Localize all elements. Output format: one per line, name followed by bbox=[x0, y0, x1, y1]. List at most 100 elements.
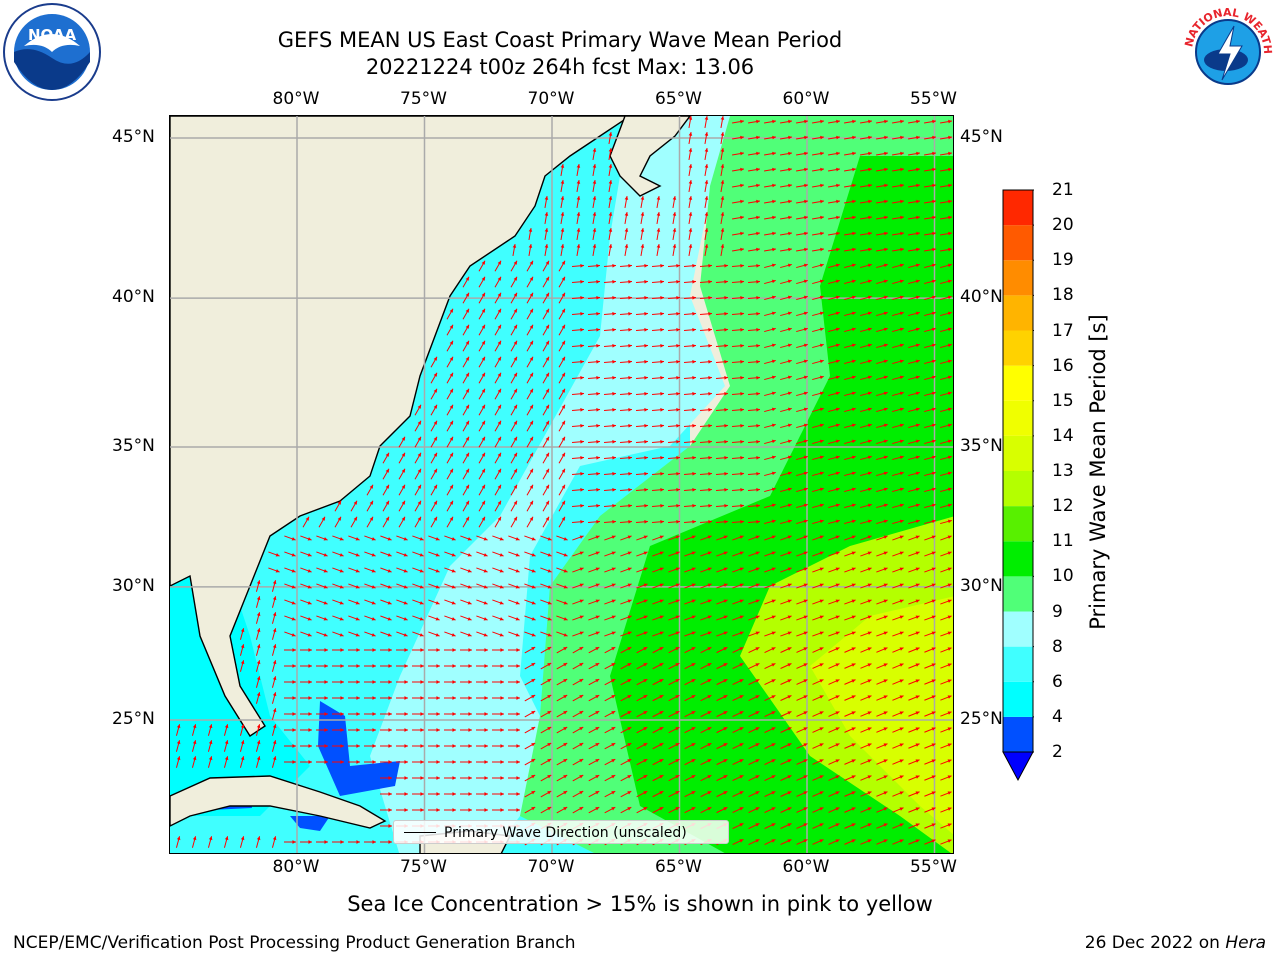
wave-arrow-head bbox=[899, 519, 904, 524]
wave-arrow-head bbox=[900, 183, 904, 188]
map-gridlines bbox=[170, 116, 953, 853]
wave-arrow-head bbox=[529, 276, 533, 281]
wave-arrow-head bbox=[835, 775, 840, 779]
wave-arrow-head bbox=[465, 372, 469, 377]
wave-arrow-head bbox=[500, 696, 504, 700]
wave-arrow-head bbox=[324, 728, 328, 732]
wave-arrow-head bbox=[835, 839, 840, 843]
wave-arrow-head bbox=[788, 183, 792, 188]
wave-arrow-head bbox=[579, 695, 584, 699]
wave-arrow-head bbox=[256, 596, 261, 601]
lon-tick-label: 70°W bbox=[527, 89, 575, 109]
wave-arrow-head bbox=[308, 648, 312, 652]
wave-arrow-head bbox=[272, 596, 277, 601]
wave-arrow-head bbox=[560, 196, 565, 200]
wave-arrow-head bbox=[643, 663, 648, 667]
wave-arrow-head bbox=[468, 760, 472, 764]
wave-arrow-head bbox=[899, 327, 904, 332]
wave-arrow-head bbox=[640, 244, 645, 248]
wave-arrow-head bbox=[612, 503, 616, 508]
wave-arrow-head bbox=[292, 664, 296, 668]
colorbar-segment bbox=[1003, 471, 1033, 507]
wave-arrow-head bbox=[436, 776, 440, 780]
wave-arrow-head bbox=[704, 228, 709, 232]
wave-arrow-head bbox=[708, 439, 712, 444]
wave-arrow-head bbox=[272, 692, 277, 697]
wave-arrow-head bbox=[675, 727, 680, 731]
wave-arrow-head bbox=[513, 436, 517, 441]
wave-arrow-head bbox=[579, 535, 584, 539]
wave-arrow-head bbox=[787, 599, 792, 603]
wave-arrow-head bbox=[756, 471, 760, 476]
wave-arrow-head bbox=[643, 583, 648, 587]
wave-arrow-head bbox=[868, 183, 872, 188]
wave-arrow-head bbox=[835, 599, 840, 603]
wave-arrow-head bbox=[419, 585, 424, 589]
wave-arrow-head bbox=[465, 452, 469, 457]
wave-arrow-head bbox=[755, 743, 760, 747]
wave-arrow-head bbox=[884, 135, 888, 140]
wave-arrow-head bbox=[740, 215, 744, 220]
wave-arrow-head bbox=[915, 759, 920, 763]
wave-arrow-head bbox=[804, 135, 808, 140]
wave-arrow-head bbox=[452, 792, 456, 796]
wave-arrow-head bbox=[771, 647, 776, 651]
wave-arrow-head bbox=[563, 537, 568, 541]
wave-arrow-head bbox=[544, 228, 549, 232]
wave-arrow-head bbox=[804, 151, 808, 156]
wave-arrow-head bbox=[467, 601, 472, 605]
wave-arrow-head bbox=[531, 759, 536, 763]
wave-arrow-head bbox=[576, 196, 581, 200]
wave-arrow-head bbox=[563, 695, 568, 699]
wave-arrow-head bbox=[688, 132, 693, 136]
map-title: GEFS MEAN US East Coast Primary Wave Mea… bbox=[277, 28, 843, 52]
wave-arrow-head bbox=[899, 359, 904, 364]
wave-arrow-head bbox=[915, 823, 920, 827]
wave-arrow-head bbox=[803, 823, 808, 827]
wave-arrow-head bbox=[724, 343, 728, 348]
wave-arrow-head bbox=[851, 263, 856, 268]
wave-arrow-head bbox=[596, 439, 600, 444]
wave-arrow-head bbox=[256, 724, 261, 729]
wave-arrow-head bbox=[481, 404, 485, 409]
wave-arrow-head bbox=[771, 359, 776, 364]
wave-arrow-head bbox=[580, 295, 584, 300]
wave-arrow-head bbox=[756, 327, 760, 332]
wave-arrow-head bbox=[931, 615, 936, 619]
wave-arrow-head bbox=[612, 343, 616, 348]
wave-arrow-head bbox=[740, 151, 744, 156]
wave-arrow-head bbox=[803, 583, 808, 587]
wave-arrow-head bbox=[627, 599, 632, 603]
wave-arrow-head bbox=[688, 196, 693, 200]
wave-arrow-head bbox=[723, 743, 728, 747]
wave-arrow-head bbox=[688, 212, 693, 216]
wave-arrow-head bbox=[819, 679, 824, 683]
wave-arrow-head bbox=[851, 679, 856, 683]
wave-arrow-head bbox=[595, 647, 600, 651]
wave-arrow-head bbox=[819, 295, 824, 300]
wave-arrow-head bbox=[468, 648, 472, 652]
wave-arrow-head bbox=[369, 484, 373, 489]
wave-arrow-head bbox=[819, 631, 824, 635]
wave-arrow-head bbox=[803, 295, 808, 300]
wave-arrow-head bbox=[323, 633, 328, 637]
wave-arrow-head bbox=[755, 615, 760, 619]
wave-arrow-head bbox=[688, 116, 693, 120]
wave-arrow-head bbox=[835, 295, 840, 300]
wave-arrow-head bbox=[836, 167, 840, 172]
colorbar-tick-label: 8 bbox=[1052, 636, 1063, 657]
wave-arrow-head bbox=[579, 599, 584, 603]
wave-arrow-head bbox=[561, 436, 565, 441]
wave-arrow-head bbox=[449, 308, 453, 313]
wave-arrow-head bbox=[595, 583, 600, 587]
wave-arrow-head bbox=[884, 183, 888, 188]
wave-arrow-head bbox=[835, 615, 840, 619]
wave-arrow-head bbox=[723, 599, 728, 603]
wave-arrow-head bbox=[628, 471, 632, 476]
wave-arrow-head bbox=[644, 359, 648, 364]
wave-arrow-head bbox=[772, 135, 776, 140]
wave-arrow-head bbox=[867, 775, 872, 779]
wave-arrow-head bbox=[612, 359, 616, 364]
wave-arrow-head bbox=[656, 228, 661, 232]
wave-arrow-head bbox=[867, 455, 872, 460]
